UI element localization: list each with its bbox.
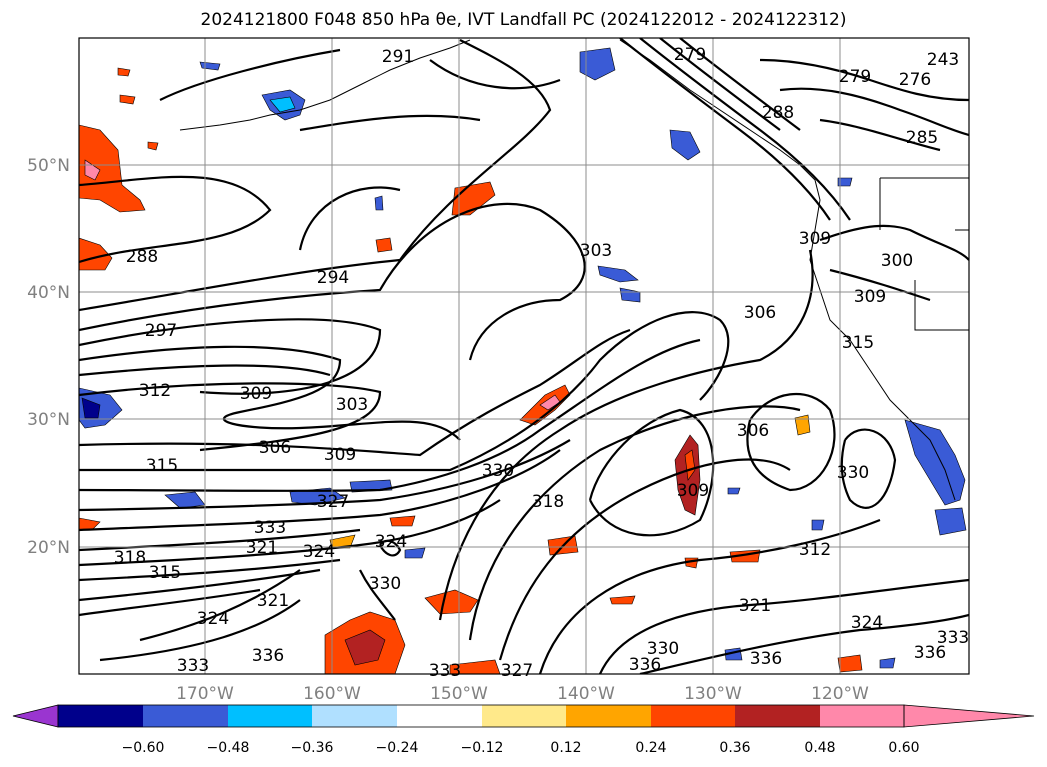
colorbar-tick-label: −0.60	[122, 740, 165, 756]
contour-label: 285	[906, 128, 938, 148]
contour-label: 327	[501, 661, 533, 681]
contour-label: 336	[629, 655, 661, 675]
longitude-labels: 170°W 160°W 150°W 140°W 130°W 120°W	[176, 684, 869, 704]
colorbar-segment	[312, 705, 397, 727]
contour-label: 324	[303, 542, 335, 562]
contour-label: 288	[126, 247, 158, 267]
contour-label: 315	[149, 563, 181, 583]
graticule	[79, 38, 969, 674]
contour-label: 312	[799, 540, 831, 560]
contour-label: 333	[177, 656, 209, 676]
contour-label: 291	[382, 47, 414, 67]
map-title: 2024121800 F048 850 hPa θe, IVT Landfall…	[200, 10, 847, 30]
contour-label: 327	[317, 492, 349, 512]
contour-label: 288	[762, 103, 794, 123]
plot-border	[78, 37, 970, 675]
plot-area	[79, 38, 969, 674]
colorbar-extend-right	[903, 704, 1035, 728]
contour-label: 336	[252, 646, 284, 666]
contour-label: 330	[837, 463, 869, 483]
lon-label: 150°W	[430, 684, 488, 704]
colorbar-segment	[482, 705, 566, 727]
contour-label: 306	[744, 303, 776, 323]
contour-label: 312	[139, 381, 171, 401]
contour-label: 309	[854, 287, 886, 307]
contour-label: 309	[240, 384, 272, 404]
contour-label: 318	[532, 492, 564, 512]
contour-label: 303	[580, 241, 612, 261]
contour-label: 333	[937, 628, 969, 648]
contour-label: 318	[114, 548, 146, 568]
colorbar-tick-label: −0.36	[291, 740, 334, 756]
latitude-labels: 50°N 40°N 30°N 20°N	[27, 156, 70, 558]
lat-label: 50°N	[27, 156, 70, 176]
lon-label: 140°W	[557, 684, 615, 704]
colorbar-tick-label: 0.48	[804, 740, 835, 756]
contour-label: 324	[197, 609, 229, 629]
contour-label: 306	[259, 438, 291, 458]
colorbar-tick-label: −0.48	[207, 740, 250, 756]
contour-label: 309	[677, 481, 709, 501]
colorbar-segment	[566, 705, 651, 727]
contour-label: 321	[257, 591, 289, 611]
lon-label: 120°W	[811, 684, 869, 704]
contour-label: 324	[375, 532, 407, 552]
contour-label: 243	[927, 50, 959, 70]
lon-label: 170°W	[176, 684, 234, 704]
filled-anomaly-regions	[79, 47, 967, 674]
colorbar-segment	[228, 705, 312, 727]
contour-label: 300	[881, 251, 913, 271]
theta-e-contours	[79, 38, 969, 674]
contour-label: 315	[146, 456, 178, 476]
coastlines	[179, 39, 969, 501]
colorbar-tick-label: 0.12	[550, 740, 581, 756]
contour-label: 333	[254, 518, 286, 538]
contour-label: 333	[429, 661, 461, 681]
contour-label: 315	[842, 333, 874, 353]
contour-label: 321	[739, 596, 771, 616]
lat-label: 40°N	[27, 283, 70, 303]
contour-label: 330	[647, 639, 679, 659]
contour-labels: 291 279 276 243 279 288 285 288 294 297 …	[114, 45, 969, 681]
contour-label: 336	[914, 643, 946, 663]
contour-label: 330	[482, 461, 514, 481]
contour-label: 309	[324, 445, 356, 465]
colorbar: −0.60 −0.48 −0.36 −0.24 −0.12 0.12 0.24 …	[12, 704, 1035, 756]
colorbar-tick-label: −0.24	[376, 740, 419, 756]
contour-label: 321	[246, 538, 278, 558]
colorbar-segment	[397, 705, 482, 727]
lon-label: 130°W	[684, 684, 742, 704]
lon-label: 160°W	[303, 684, 361, 704]
contour-label: 297	[145, 321, 177, 341]
colorbar-extend-left	[12, 704, 59, 728]
colorbar-tick-label: −0.12	[461, 740, 504, 756]
colorbar-segment	[735, 705, 820, 727]
colorbar-segment	[143, 705, 228, 727]
colorbar-segment	[820, 705, 904, 727]
lat-label: 20°N	[27, 538, 70, 558]
contour-label: 279	[839, 67, 871, 87]
contour-label: 303	[336, 395, 368, 415]
contour-label: 279	[674, 45, 706, 65]
contour-label: 330	[369, 574, 401, 594]
colorbar-segment	[651, 705, 735, 727]
contour-label: 324	[851, 613, 883, 633]
colorbar-tick-label: 0.60	[888, 740, 919, 756]
contour-label: 306	[737, 421, 769, 441]
colorbar-tick-label: 0.24	[635, 740, 666, 756]
lat-label: 30°N	[27, 410, 70, 430]
colorbar-tick-label: 0.36	[719, 740, 750, 756]
colorbar-ticks: −0.60 −0.48 −0.36 −0.24 −0.12 0.12 0.24 …	[122, 740, 920, 756]
contour-label: 336	[750, 649, 782, 669]
contour-label: 309	[799, 229, 831, 249]
contour-label: 294	[317, 268, 349, 288]
contour-label: 276	[899, 70, 931, 90]
colorbar-segment	[58, 705, 143, 727]
